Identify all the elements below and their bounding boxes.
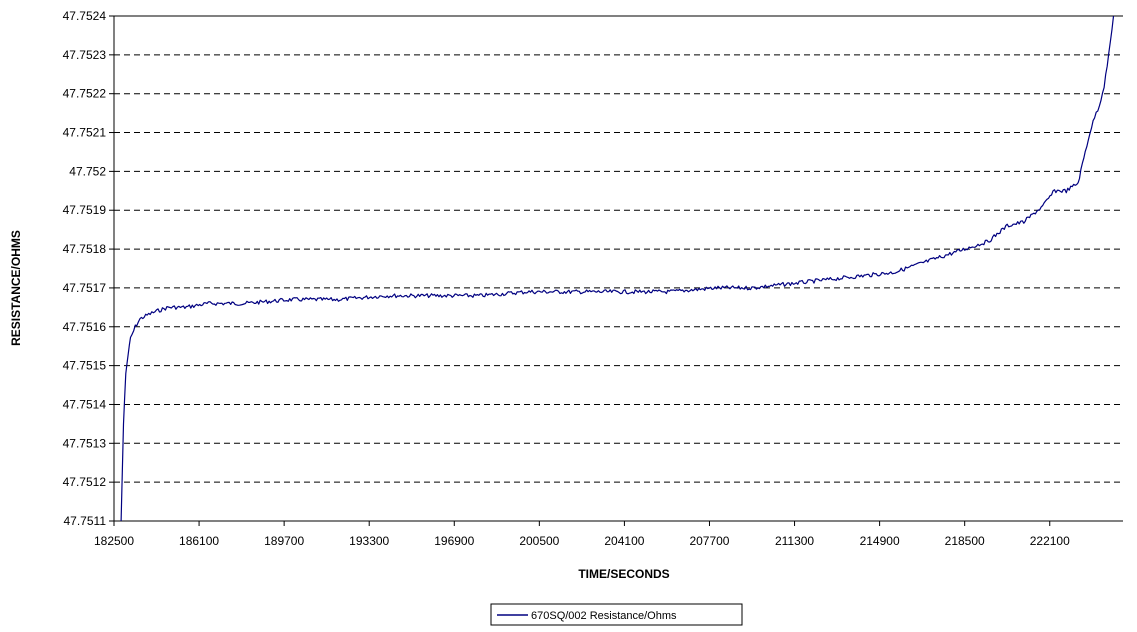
y-tick-label: 47.7521 bbox=[63, 126, 107, 140]
y-tick-label: 47.7518 bbox=[63, 242, 107, 256]
y-tick-label: 47.7522 bbox=[63, 87, 107, 101]
y-tick-label: 47.7523 bbox=[63, 48, 107, 62]
x-tick-label: 211300 bbox=[775, 534, 814, 548]
y-tick-label: 47.7512 bbox=[63, 475, 107, 489]
y-tick-label: 47.7514 bbox=[63, 397, 107, 411]
series-line bbox=[120, 15, 1115, 522]
x-tick-label: 204100 bbox=[604, 534, 644, 548]
legend-series-label: 670SQ/002 Resistance/Ohms bbox=[531, 610, 677, 622]
x-tick-label: 193300 bbox=[349, 534, 389, 548]
tick-labels: 47.7511 47.7512 47.7513 47.7514 47.7515 47.75… bbox=[63, 9, 1070, 548]
y-axis-title: RESISTANCE/OHMS bbox=[9, 230, 23, 346]
x-tick-label: 214900 bbox=[860, 534, 900, 548]
series-lines bbox=[120, 15, 1115, 522]
x-tick-label: 182500 bbox=[94, 534, 134, 548]
y-tick-label: 47.7519 bbox=[63, 203, 107, 217]
x-tick-label: 189700 bbox=[264, 534, 304, 548]
x-tick-label: 207700 bbox=[689, 534, 729, 548]
x-tick-label: 218500 bbox=[945, 534, 985, 548]
y-tick-label: 47.7524 bbox=[63, 9, 107, 23]
y-tick-label: 47.752 bbox=[69, 164, 106, 178]
y-tick-label: 47.7513 bbox=[63, 436, 107, 450]
legend-box bbox=[490, 603, 743, 626]
y-tick-label: 47.7511 bbox=[64, 514, 107, 528]
legend: 670SQ/002 Resistance/Ohms bbox=[490, 603, 743, 626]
y-tick-label: 47.7515 bbox=[63, 359, 107, 373]
axes bbox=[109, 15, 1123, 526]
x-tick-label: 196900 bbox=[434, 534, 474, 548]
grid-lines bbox=[114, 54, 1123, 483]
x-tick-label: 186100 bbox=[179, 534, 219, 548]
x-tick-label: 222100 bbox=[1030, 534, 1070, 548]
y-tick-label: 47.7516 bbox=[63, 320, 107, 334]
y-tick-label: 47.7517 bbox=[63, 281, 107, 295]
x-axis-title: TIME/SECONDS bbox=[578, 567, 669, 581]
x-tick-label: 200500 bbox=[519, 534, 559, 548]
